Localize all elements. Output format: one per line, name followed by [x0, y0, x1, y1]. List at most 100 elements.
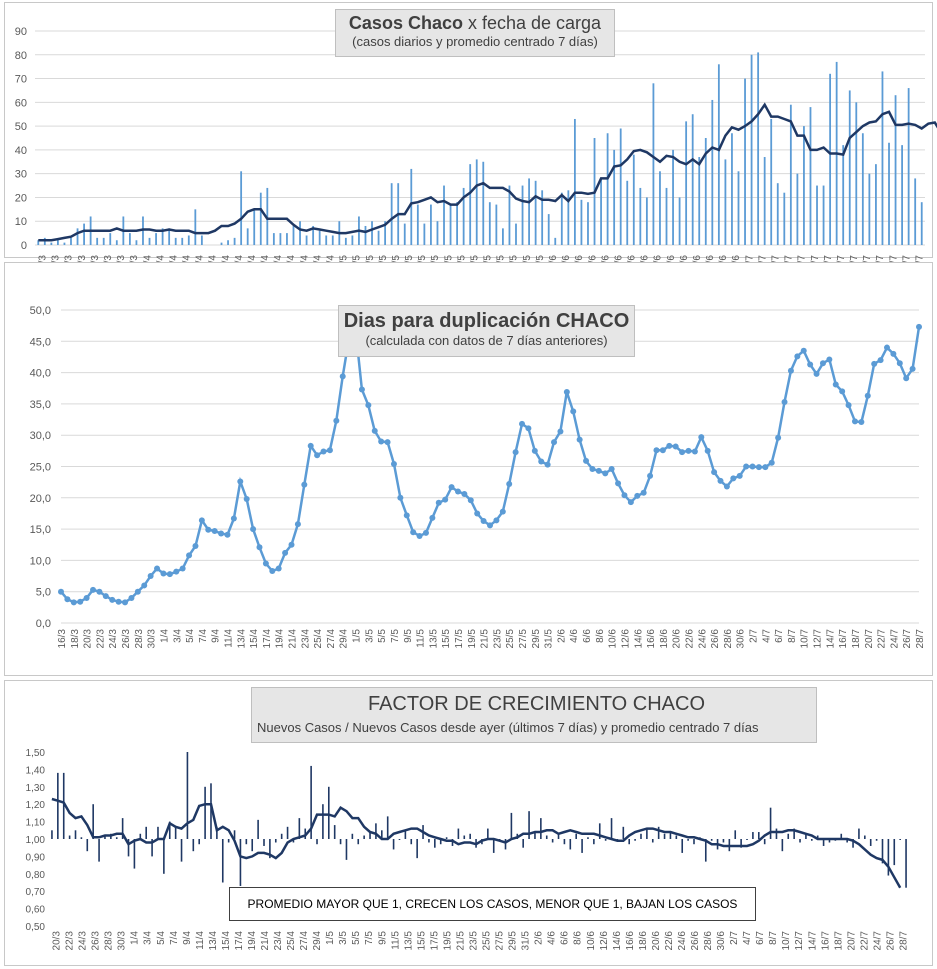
x-tick-label: 12/6: [620, 629, 631, 649]
data-point: [525, 425, 532, 432]
factor-bar: [186, 752, 189, 839]
x-tick-label: 25/4: [313, 629, 324, 649]
daily-bar: [220, 242, 223, 245]
daily-bar: [200, 235, 203, 245]
x-tick-label: 18/3: [70, 629, 81, 649]
casos-title-rest: x fecha de carga: [462, 13, 602, 33]
x-tick-label: 6/7: [774, 629, 785, 643]
factor-bar: [610, 818, 613, 839]
daily-bar: [227, 240, 229, 245]
x-tick-label: 4/6: [547, 931, 558, 945]
daily-bar: [848, 90, 851, 245]
y-tick-label: 1,20: [26, 800, 46, 811]
x-tick-label: 6/6: [574, 255, 585, 269]
factor-bar: [864, 835, 866, 839]
factor-bar: [62, 772, 65, 839]
factor-bar: [133, 839, 136, 869]
data-point: [807, 361, 814, 368]
factor-bar: [381, 830, 383, 839]
x-tick-label: 2/6: [556, 629, 567, 643]
x-tick-label: 9/5: [377, 931, 388, 945]
data-point: [839, 388, 846, 395]
factor-subtitle: Nuevos Casos / Nuevos Casos desde ayer (…: [257, 720, 759, 735]
factor-bar: [675, 835, 678, 839]
x-tick-label: 18/7: [833, 931, 844, 951]
data-point: [506, 481, 513, 488]
factor-bar: [263, 839, 265, 846]
x-tick-label: 27/5: [495, 931, 506, 951]
data-point: [339, 373, 346, 380]
data-point: [538, 458, 545, 465]
daily-bar: [70, 237, 72, 245]
daily-bar: [449, 204, 452, 245]
data-point: [365, 402, 372, 409]
factor-bar: [881, 839, 884, 864]
y-tick-label: 1,30: [26, 783, 46, 794]
data-point: [77, 598, 84, 605]
data-point: [845, 402, 852, 409]
y-tick-label: 50: [15, 121, 27, 133]
factor-bar: [210, 783, 212, 839]
daily-bar: [717, 64, 720, 246]
x-tick-label: 26/3: [121, 629, 132, 649]
factor-bar: [92, 804, 94, 839]
x-tick-label: 28/7: [898, 931, 909, 951]
daily-bar: [76, 228, 79, 245]
daily-bar: [888, 142, 890, 245]
x-tick-label: 19/4: [275, 629, 286, 649]
daily-bar: [128, 233, 131, 245]
data-point: [307, 442, 314, 449]
x-tick-label: 28/7: [915, 629, 926, 649]
x-tick-label: 19/4: [247, 931, 258, 951]
factor-bar: [115, 837, 118, 839]
factor-bar: [198, 839, 201, 845]
factor-chart: 0,50 0,60 0,70 0,80 0,90 1,00 1,10 1,20 1,30 1,40…: [26, 748, 910, 951]
daily-bar: [796, 173, 799, 245]
x-tick-label: 13/5: [403, 931, 414, 951]
duplicacion-title: Dias para duplicación CHACO: [343, 310, 630, 332]
y-tick-label: 40: [15, 145, 27, 157]
factor-bar: [428, 839, 430, 843]
data-point: [275, 565, 282, 572]
data-point: [390, 460, 397, 467]
daily-bar: [318, 230, 321, 245]
data-point: [269, 568, 276, 575]
daily-bar: [894, 95, 897, 245]
data-point: [179, 565, 186, 572]
factor-bar: [439, 839, 442, 845]
data-point: [704, 447, 711, 454]
y-tick-label: 20,0: [30, 493, 51, 505]
data-point: [916, 323, 922, 330]
data-point: [634, 492, 641, 499]
x-tick-label: 29/4: [339, 629, 350, 649]
factor-bar: [98, 839, 100, 862]
data-point: [58, 588, 64, 595]
factor-bar: [763, 839, 766, 845]
data-point: [775, 434, 782, 441]
daily-bar: [783, 192, 786, 245]
factor-bar: [180, 839, 183, 862]
x-tick-label: 22/6: [664, 931, 675, 951]
x-tick-label: 30/6: [736, 629, 747, 649]
factor-bar: [793, 828, 795, 839]
data-point: [448, 484, 455, 491]
data-point: [589, 466, 596, 473]
data-point: [743, 463, 750, 470]
y-tick-label: 5,0: [36, 587, 51, 599]
x-tick-label: 2/7: [749, 629, 760, 643]
y-tick-label: 50,0: [30, 305, 51, 317]
y-tick-label: 0,60: [26, 905, 46, 916]
average-line: [38, 102, 937, 242]
factor-bar: [510, 812, 513, 839]
x-tick-label: 30/6: [716, 931, 727, 951]
x-tick-label: 10/6: [586, 931, 597, 951]
x-tick-label: 17/5: [429, 931, 440, 951]
daily-bar: [155, 233, 157, 245]
data-point: [198, 517, 205, 524]
x-tick-label: 5/4: [156, 931, 167, 945]
factor-bar: [127, 839, 130, 857]
factor-bar: [657, 826, 660, 839]
x-tick-label: 4/7: [757, 255, 768, 269]
factor-bar: [852, 839, 854, 848]
data-point: [736, 472, 743, 479]
